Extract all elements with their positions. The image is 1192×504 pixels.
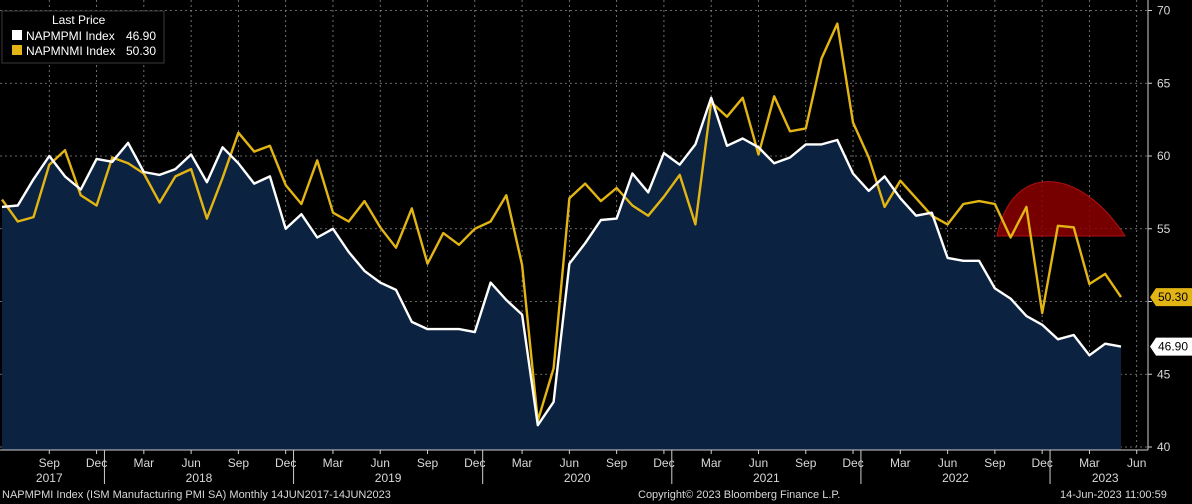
x-tick-label: Dec <box>842 456 863 470</box>
nmi-last-price-text: 50.30 <box>1158 290 1188 304</box>
x-year-label: 2020 <box>564 471 591 485</box>
legend-value-nmi: 50.30 <box>126 44 156 58</box>
x-tick-label: Dec <box>86 456 107 470</box>
x-tick-label: Dec <box>275 456 296 470</box>
x-tick-label: Sep <box>984 456 1006 470</box>
y-tick-label: 70 <box>1157 4 1171 18</box>
x-tick-label: Mar <box>323 456 344 470</box>
legend-swatch-pmi <box>12 30 22 40</box>
nmi-last-price-tag <box>1150 288 1192 307</box>
pmi-last-price-tag <box>1150 337 1192 356</box>
x-tick-label: Jun <box>371 456 390 470</box>
last-price-labels: 50.30 46.90 <box>1150 288 1192 356</box>
x-tick-label: Jun <box>749 456 768 470</box>
x-tick-label: Mar <box>1079 456 1100 470</box>
x-year-label: 2021 <box>753 471 780 485</box>
x-tick-label: Dec <box>1031 456 1052 470</box>
x-year-label: 2017 <box>36 471 63 485</box>
x-tick-label: Mar <box>890 456 911 470</box>
legend: Last Price NAPMPMI Index 46.90 NAPMNMI I… <box>1 10 165 64</box>
legend-label-pmi: NAPMPMI Index <box>26 29 115 43</box>
x-tick-label: Mar <box>134 456 155 470</box>
footer-source: NAPMPMI Index (ISM Manufacturing PMI SA)… <box>2 489 391 501</box>
legend-swatch-nmi <box>12 45 22 55</box>
pmi-area-fill <box>2 97 1121 451</box>
footer-copyright: Copyright© 2023 Bloomberg Finance L.P. <box>638 489 840 501</box>
x-axis: Sep Dec Mar Jun Sep Dec Mar Jun Sep Dec Mar Jun Sep D… <box>0 449 1148 485</box>
legend-title: Last Price <box>52 13 106 27</box>
x-tick-label: Jun <box>181 456 200 470</box>
x-tick-label: Sep <box>228 456 250 470</box>
y-tick-label: 45 <box>1157 367 1171 381</box>
pmi-series-line <box>1 96 1122 427</box>
legend-label-nmi: NAPMNMI Index <box>26 44 115 58</box>
legend-box <box>1 10 165 64</box>
y-axis: 40455055606570 <box>1147 0 1171 454</box>
pmi-last-price-text: 46.90 <box>1158 340 1188 354</box>
area-layer <box>2 97 1121 451</box>
x-tick-label: Mar <box>701 456 722 470</box>
x-tick-label: Dec <box>653 456 674 470</box>
x-year-label: 2019 <box>375 471 402 485</box>
x-year-label: 2018 <box>186 471 213 485</box>
legend-value-pmi: 46.90 <box>126 29 156 43</box>
x-tick-label: Mar <box>512 456 533 470</box>
x-year-label: 2022 <box>942 471 969 485</box>
x-year-label: 2023 <box>1092 471 1119 485</box>
y-tick-label: 40 <box>1157 440 1171 454</box>
x-tick-label: Jun <box>1127 456 1146 470</box>
y-tick-label: 60 <box>1157 149 1171 163</box>
x-tick-label: Jun <box>938 456 957 470</box>
x-tick-label: Sep <box>795 456 817 470</box>
x-tick-label: Sep <box>417 456 439 470</box>
footer: NAPMPMI Index (ISM Manufacturing PMI SA)… <box>2 489 1167 501</box>
x-tick-label: Dec <box>464 456 485 470</box>
series-layer <box>1 22 1122 427</box>
y-tick-label: 65 <box>1157 76 1171 90</box>
x-tick-label: Sep <box>39 456 61 470</box>
y-tick-label: 55 <box>1157 222 1171 236</box>
footer-timestamp: 14-Jun-2023 11:00:59 <box>1060 489 1167 501</box>
x-tick-label: Jun <box>560 456 579 470</box>
x-tick-label: Sep <box>606 456 628 470</box>
